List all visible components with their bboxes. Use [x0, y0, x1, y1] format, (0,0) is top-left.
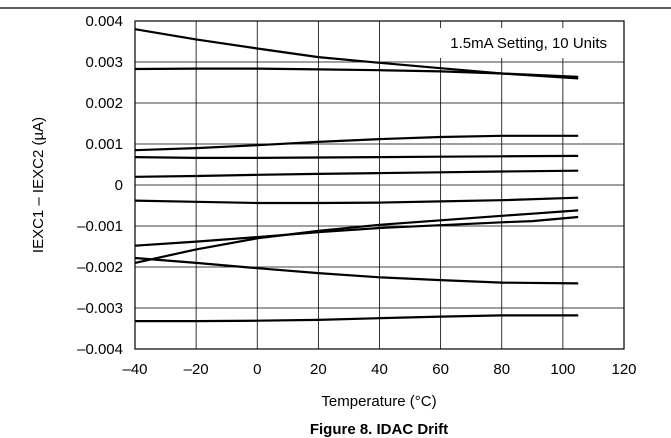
x-tick-labels: –40 –20 0 20 40 60 80 100 120 [122, 361, 636, 378]
y-tick-label: 0.001 [85, 136, 123, 153]
x-tick-label: –40 [122, 361, 147, 378]
x-tick-label: 100 [550, 361, 575, 378]
series-line-7 [134, 215, 579, 247]
series-line-6 [134, 196, 579, 205]
y-tick-label: 0.004 [85, 13, 123, 30]
y-tick-label: 0.003 [85, 54, 123, 71]
x-tick-label: 40 [371, 361, 388, 378]
y-tick-label: –0.003 [77, 300, 123, 317]
series-line-8 [134, 209, 579, 264]
series-line-10 [135, 314, 579, 323]
x-axis-label: Temperature (°C) [321, 393, 436, 410]
x-tick-label: –20 [184, 361, 209, 378]
annotation-text: 1.5mA Setting, 10 Units [450, 35, 607, 52]
y-tick-label: 0.002 [85, 95, 123, 112]
x-tick-label: 80 [493, 361, 510, 378]
x-tick-label: 0 [253, 361, 261, 378]
series-line-4 [134, 154, 579, 159]
plot-frame [134, 20, 625, 350]
figure-caption: Figure 8. IDAC Drift [310, 421, 448, 438]
y-axis-label: IEXC1 – IEXC2 (µA) [30, 117, 47, 253]
y-tick-label: 0 [115, 177, 123, 194]
x-tick-label: 60 [432, 361, 449, 378]
y-tick-labels: 0.004 0.003 0.002 0.001 0 –0.001 –0.002 –0.003 –… [77, 13, 123, 358]
annotation-box [405, 28, 617, 58]
series-line-9 [134, 256, 579, 285]
x-tick-label: 20 [310, 361, 327, 378]
y-tick-label: –0.002 [77, 259, 123, 276]
grid [135, 21, 624, 349]
series-line-2 [134, 67, 579, 78]
y-tick-label: –0.004 [77, 341, 123, 358]
series-group [134, 28, 579, 323]
series-line-3 [134, 134, 579, 152]
x-tick-label: 120 [611, 361, 636, 378]
y-tick-label: –0.001 [77, 218, 123, 235]
series-line-5 [134, 169, 579, 178]
